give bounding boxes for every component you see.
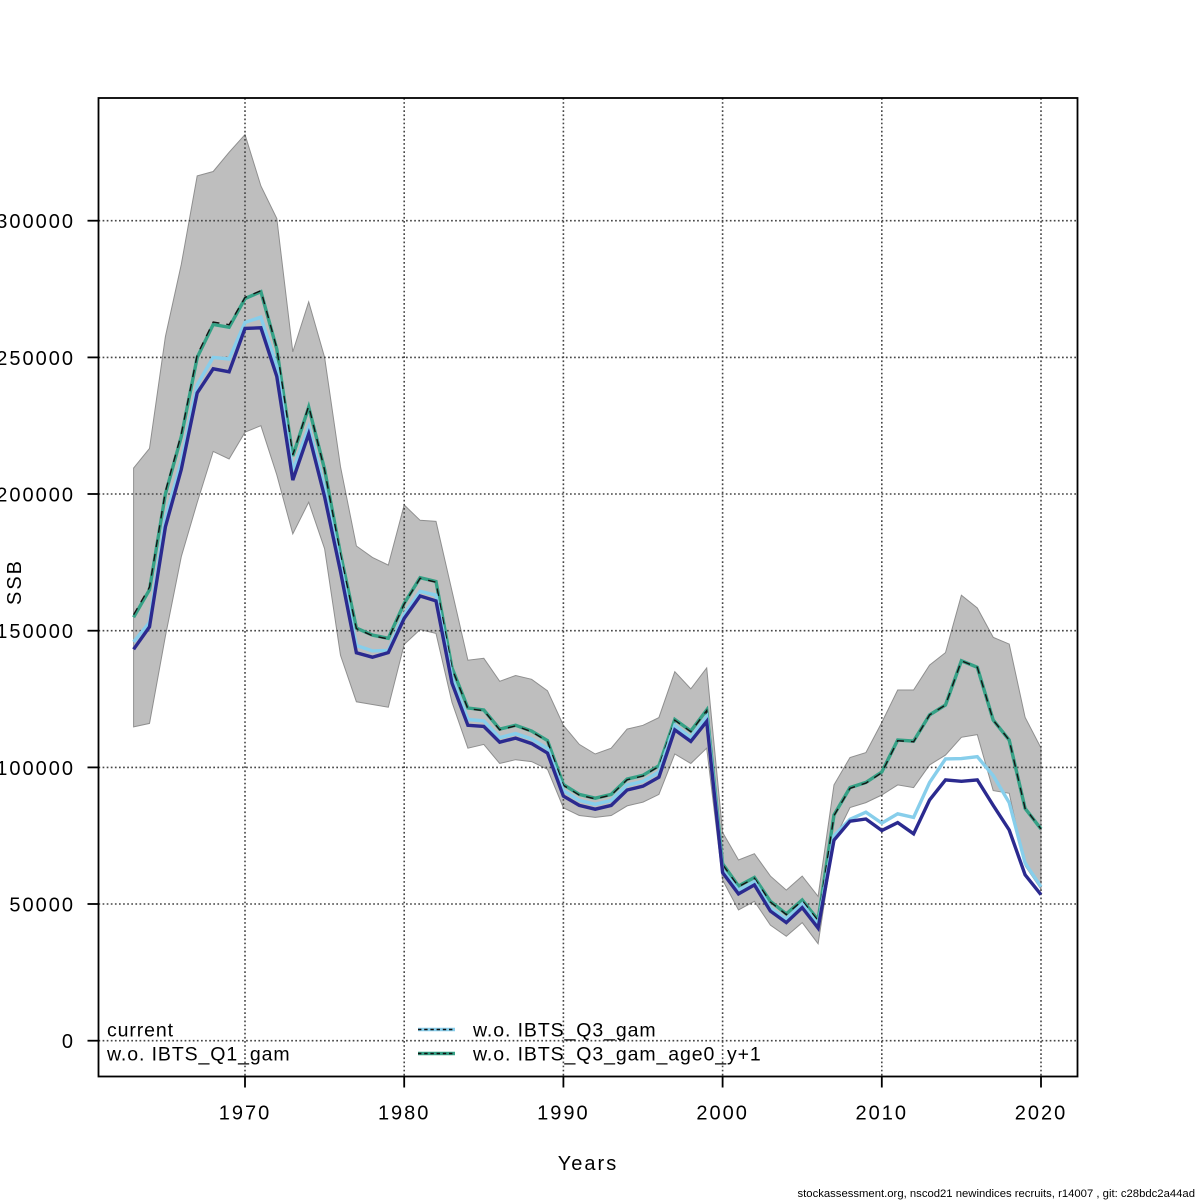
svg-text:150000: 150000 <box>0 621 75 643</box>
svg-text:2010: 2010 <box>856 1103 909 1125</box>
svg-text:2000: 2000 <box>696 1103 749 1125</box>
svg-text:w.o. IBTS_Q1_gam: w.o. IBTS_Q1_gam <box>106 1044 290 1066</box>
svg-text:250000: 250000 <box>0 348 75 370</box>
svg-text:SSB: SSB <box>4 559 26 605</box>
svg-text:current: current <box>107 1020 174 1042</box>
svg-text:0: 0 <box>62 1031 75 1053</box>
svg-text:2020: 2020 <box>1015 1103 1068 1125</box>
svg-text:100000: 100000 <box>0 758 75 780</box>
svg-text:1990: 1990 <box>537 1103 590 1125</box>
svg-text:Years: Years <box>558 1153 618 1175</box>
svg-text:200000: 200000 <box>0 485 75 507</box>
svg-text:stockassessment.org, nscod21 n: stockassessment.org, nscod21 newindices … <box>798 1188 1196 1200</box>
svg-text:1970: 1970 <box>219 1103 272 1125</box>
svg-text:1980: 1980 <box>378 1103 431 1125</box>
svg-text:w.o. IBTS_Q3_gam_age0_y+1: w.o. IBTS_Q3_gam_age0_y+1 <box>472 1044 762 1066</box>
svg-text:50000: 50000 <box>9 895 75 917</box>
svg-text:300000: 300000 <box>0 211 75 233</box>
svg-text:w.o. IBTS_Q3_gam: w.o. IBTS_Q3_gam <box>472 1020 656 1042</box>
